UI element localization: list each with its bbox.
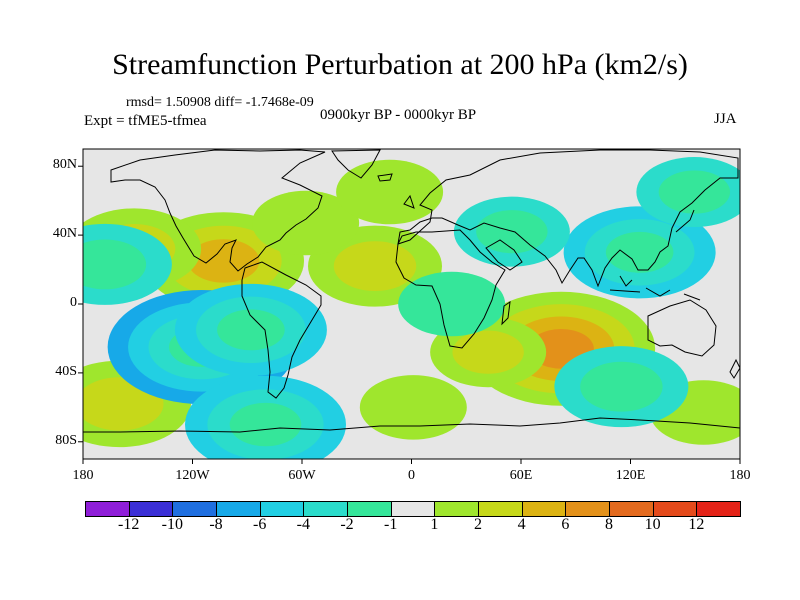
- colorbar-swatch-14: [696, 501, 741, 517]
- lat-label-3: 40S: [55, 363, 77, 379]
- anomaly-center-18-band-0: [398, 271, 506, 337]
- colorbar-label-2: -8: [209, 516, 223, 533]
- colorbar-swatch-8: [434, 501, 479, 517]
- colorbar-swatch-3: [216, 501, 261, 517]
- lon-label-6: 180: [729, 468, 751, 483]
- colorbar-label-12: 10: [644, 516, 661, 533]
- colorbar-swatch-6: [347, 501, 392, 517]
- period-label: 0900kyr BP - 0000kyr BP: [320, 107, 477, 123]
- colorbar-swatch-12: [609, 501, 654, 517]
- lat-label-4: 80S: [55, 432, 77, 448]
- lon-label-1: 120W: [175, 468, 210, 483]
- lon-label-2: 60W: [288, 468, 316, 483]
- lon-label-3: 0: [408, 468, 415, 483]
- anomaly-center-13-band-2: [605, 231, 674, 273]
- rmsd-diff-stats: rmsd= 1.50908 diff= -1.7468e-09: [126, 95, 314, 110]
- colorbar-label-0: -12: [117, 516, 140, 533]
- anomaly-center-8-band-0: [252, 190, 360, 256]
- colorbar-label-1: -10: [161, 516, 183, 533]
- lat-label-2: 0: [70, 295, 77, 310]
- anomaly-center-2-band-1: [333, 241, 417, 292]
- colorbar-label-11: 8: [605, 516, 613, 533]
- colorbar-swatch-10: [521, 501, 567, 517]
- colorbar-swatch-2: [172, 501, 217, 517]
- season-label: JJA: [714, 111, 737, 127]
- anomaly-center-14-band-1: [580, 361, 663, 412]
- anomaly-center-15-band-1: [83, 239, 147, 290]
- colorbar-label-7: 1: [430, 516, 439, 533]
- colorbar-label-8: 2: [474, 516, 482, 533]
- colorbar-label-5: -2: [340, 516, 354, 533]
- anomaly-center-0-band-2: [187, 239, 260, 283]
- colorbar-swatch-7: [390, 501, 436, 517]
- coastlines: [83, 149, 740, 433]
- colorbar-swatch-0: [85, 501, 130, 517]
- colorbar-label-3: -6: [252, 516, 267, 533]
- anomaly-center-11-band-2: [229, 402, 302, 447]
- colorbar: [85, 501, 741, 517]
- colorbar-label-13: 12: [688, 516, 705, 533]
- lat-label-0: 80N: [52, 157, 77, 173]
- colorbar-swatch-13: [652, 501, 698, 517]
- colorbar-swatch-1: [128, 501, 174, 517]
- experiment-label: Expt = tfME5-tfmea: [84, 113, 207, 129]
- anomaly-center-4-band-1: [452, 330, 524, 374]
- colorbar-swatch-11: [565, 501, 610, 517]
- map-title: Streamfunction Perturbation at 200 hPa (…: [112, 48, 688, 81]
- anomaly-center-12-band-2: [217, 309, 285, 351]
- colorbar-swatch-4: [259, 501, 305, 517]
- colorbar-label-4: -4: [296, 516, 310, 533]
- lon-label-4: 60E: [509, 468, 533, 483]
- colorbar-label-6: -1: [383, 516, 398, 533]
- colorbar-swatch-5: [303, 501, 348, 517]
- anomaly-center-9-band-0: [336, 159, 444, 225]
- colorbar-swatch-9: [478, 501, 523, 517]
- lat-label-1: 40N: [52, 226, 77, 242]
- anomaly-center-17-band-1: [658, 170, 731, 214]
- colorbar-label-9: 4: [517, 516, 526, 533]
- lon-label-5: 120E: [615, 468, 646, 483]
- anomaly-center-6-band-0: [359, 375, 467, 440]
- lon-label-0: 180: [72, 468, 94, 483]
- colorbar-label-10: 6: [561, 516, 570, 533]
